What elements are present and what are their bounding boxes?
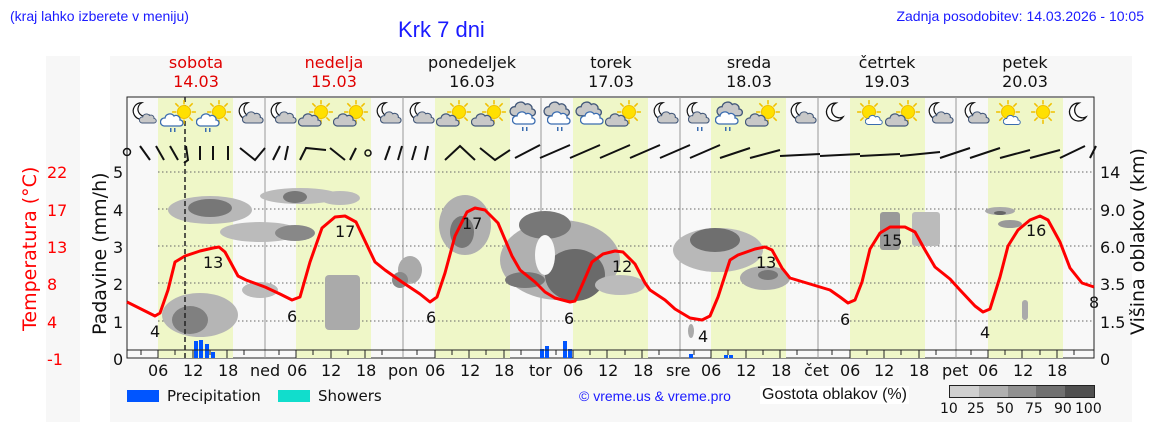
hour-label: 12 — [460, 361, 481, 380]
day-short-label: pon — [388, 361, 419, 380]
temp-max-label: 17 — [335, 222, 356, 241]
precip-tick: 0 — [113, 350, 124, 369]
temp-max-label: 13 — [756, 253, 777, 272]
temp-tick: -1 — [47, 350, 63, 369]
temp-max-label: 16 — [1026, 221, 1047, 240]
day-header-sunday: nedelja 15.03 — [304, 53, 364, 91]
hour-label: 12 — [183, 361, 204, 380]
temp-end-label: 8 — [1089, 293, 1100, 312]
hour-label: 18 — [771, 361, 792, 380]
page-title: Krk 7 dni — [398, 17, 485, 42]
density-tick: 25 — [967, 401, 985, 417]
day-header-thursday: četrtek 19.03 — [858, 53, 916, 91]
showers-swatch — [278, 390, 310, 402]
density-tick: 50 — [996, 401, 1014, 417]
hour-label: 18 — [218, 361, 239, 380]
hour-label: 18 — [356, 361, 377, 380]
temp-tick: 8 — [47, 275, 58, 294]
hour-label: 18 — [494, 361, 515, 380]
hour-label: 06 — [978, 361, 999, 380]
legend-precipitation-label: Precipitation — [167, 387, 261, 405]
hour-label: 12 — [736, 361, 757, 380]
hour-label: 18 — [909, 361, 930, 380]
precip-tick: 5 — [113, 163, 124, 182]
day-short-label: čet — [804, 361, 829, 380]
day-short-label: tor — [529, 361, 552, 380]
temp-tick: 4 — [47, 313, 58, 332]
day-short-label: sre — [666, 361, 691, 380]
precip-tick: 2 — [113, 275, 124, 294]
last-update: Zadnja posodobitev: 14.03.2026 - 10:05 — [896, 8, 1144, 24]
density-tick: 10 — [940, 401, 958, 417]
cloud-height-tick: 0 — [1100, 350, 1111, 369]
hour-label: 06 — [425, 361, 446, 380]
day-short-label: pet — [942, 361, 969, 380]
day-header-wednesday: sreda 18.03 — [726, 53, 772, 91]
temp-max-label: 15 — [882, 231, 903, 250]
temp-tick: 13 — [47, 238, 68, 257]
hour-label: 18 — [1047, 361, 1068, 380]
temp-tick: 22 — [47, 163, 68, 182]
cloud-density-areas — [162, 188, 1028, 338]
day-header-saturday: sobota 14.03 — [168, 53, 224, 91]
temp-min-label: 4 — [980, 323, 991, 342]
hour-label: 06 — [148, 361, 169, 380]
sun-small-cloud-icon — [995, 99, 1021, 125]
temp-max-label: 13 — [203, 253, 224, 272]
day-header-friday: petek 20.03 — [1002, 53, 1048, 91]
cloud-height-tick: 9.0 — [1100, 201, 1126, 220]
hour-ticks — [140, 350, 1075, 358]
temp-min-label: 4 — [698, 327, 709, 346]
wind-barbs — [122, 144, 1097, 164]
cloud-height-tick: 1.5 — [1100, 313, 1126, 332]
hour-label: 06 — [701, 361, 722, 380]
density-tick: 90 — [1054, 401, 1072, 417]
cloud-height-tick: 6.0 — [1100, 238, 1126, 257]
hour-label: 12 — [321, 361, 342, 380]
day-header-tuesday: torek 17.03 — [588, 53, 634, 91]
legend-showers-label: Showers — [318, 387, 382, 405]
temperature-axis-panel — [46, 56, 80, 422]
hour-label: 06 — [563, 361, 584, 380]
cloud-density-scale — [949, 385, 1095, 398]
sun-icon — [1030, 99, 1056, 125]
cloud-density-label: Gostota oblakov (%) — [760, 386, 909, 404]
temp-min-label: 6 — [426, 308, 437, 327]
hour-label: 12 — [874, 361, 895, 380]
density-tick: 100 — [1075, 401, 1102, 417]
precipitation-swatch — [127, 390, 159, 402]
legend-precipitation: Precipitation — [127, 387, 261, 405]
day-header-monday: ponedeljek 16.03 — [428, 53, 516, 91]
temperature-line — [126, 206, 1095, 322]
temp-min-label: 4 — [150, 322, 161, 341]
legend-showers: Showers — [278, 387, 382, 405]
temp-tick: 17 — [47, 201, 68, 220]
hour-label: 12 — [1013, 361, 1034, 380]
hour-label: 06 — [840, 361, 861, 380]
temp-min-label: 6 — [564, 309, 575, 328]
hour-label: 06 — [287, 361, 308, 380]
precip-tick: 4 — [113, 201, 124, 220]
precip-tick: 1 — [113, 313, 124, 332]
menu-hint-link[interactable]: (kraj lahko izberete v meniju) — [10, 8, 189, 24]
hour-label: 12 — [598, 361, 619, 380]
density-tick: 75 — [1025, 401, 1043, 417]
cloud-height-tick: 14 — [1100, 163, 1121, 182]
precip-tick: 3 — [113, 238, 124, 257]
temp-min-label: 6 — [840, 310, 851, 329]
day-short-label: ned — [250, 361, 281, 380]
copyright-link[interactable]: © vreme.us & vreme.pro — [579, 388, 731, 404]
temp-max-label: 12 — [612, 257, 633, 276]
hour-label: 18 — [633, 361, 654, 380]
cloud-height-tick: 3.5 — [1100, 275, 1126, 294]
rain-drops — [170, 127, 731, 132]
temp-max-label: 17 — [462, 214, 483, 233]
temp-min-label: 6 — [287, 307, 298, 326]
